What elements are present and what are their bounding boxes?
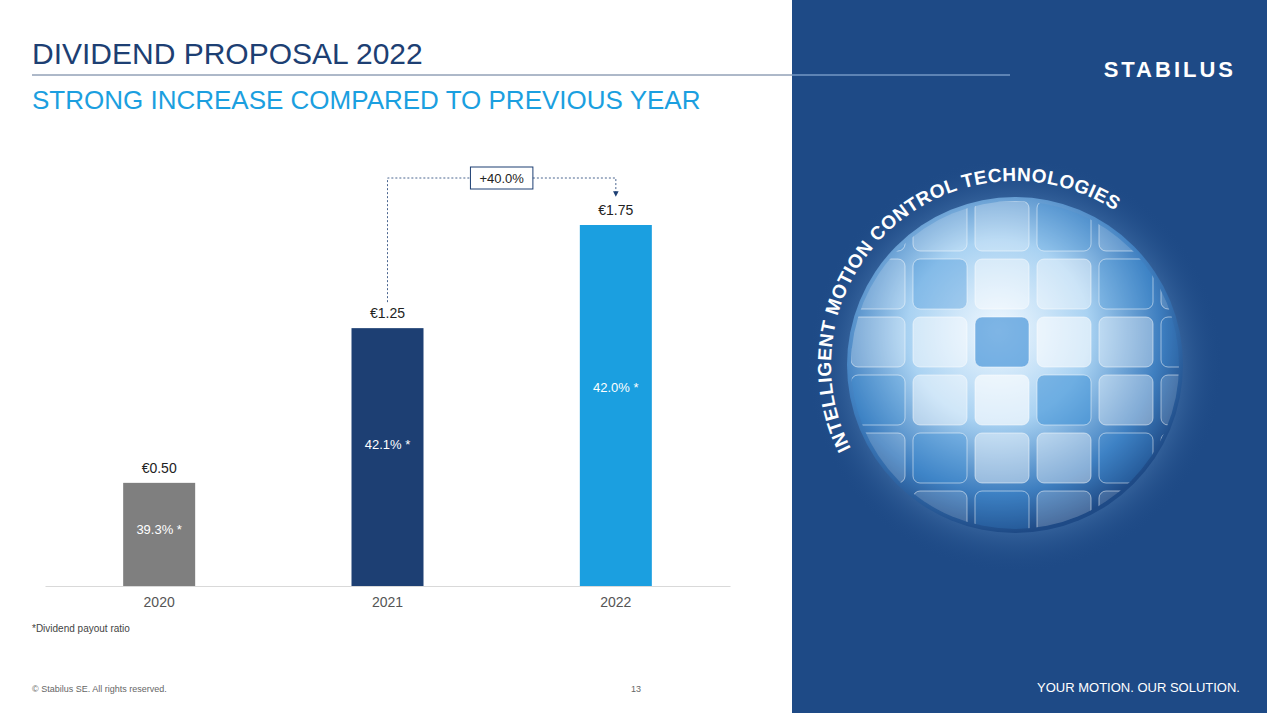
bar-note: 39.3% * — [136, 522, 182, 537]
x-axis: 2020 2021 2022 — [46, 586, 731, 610]
footnote: *Dividend payout ratio — [32, 623, 130, 634]
globe-tile — [1037, 491, 1091, 541]
x-tick: 2020 — [144, 586, 175, 610]
globe-tile — [1099, 375, 1153, 425]
x-tick-label: 2020 — [144, 594, 175, 610]
data-label: €0.50 — [142, 460, 177, 476]
globe-tile — [975, 317, 1029, 367]
globe-tile — [1037, 201, 1091, 251]
globe-tile — [1161, 259, 1215, 309]
x-tick: 2022 — [600, 586, 631, 610]
globe-tile — [851, 433, 905, 483]
annotation: +40.0% — [388, 167, 616, 302]
globe-tile — [975, 259, 1029, 309]
globe-glow — [807, 157, 1223, 573]
side-panel — [792, 0, 1267, 713]
globe-tile — [913, 317, 967, 367]
slide: INTELLIGENT MOTION CONTROL TECHNOLOGIES S… — [0, 0, 1267, 713]
globe-tile — [851, 375, 905, 425]
globe-tile — [851, 491, 905, 541]
globe-tile — [1037, 259, 1091, 309]
globe-tile — [913, 375, 967, 425]
title-rule — [32, 75, 792, 76]
title: DIVIDEND PROPOSAL 2022 — [32, 37, 423, 70]
globe-tile — [913, 433, 967, 483]
globe-tile — [1037, 433, 1091, 483]
globe-tile — [1099, 433, 1153, 483]
bar-notes: 39.3% * 42.1% * 42.0% * — [136, 380, 638, 537]
globe-tile — [1161, 201, 1215, 251]
annotation-connector — [388, 178, 471, 302]
x-tick: 2021 — [372, 586, 403, 610]
globe-tile — [975, 201, 1029, 251]
globe-tile — [913, 491, 967, 541]
page-number: 13 — [631, 684, 641, 694]
globe — [847, 197, 1183, 533]
globe-tile — [1099, 491, 1153, 541]
globe-tiles — [851, 201, 1215, 541]
globe-tile — [975, 433, 1029, 483]
annotation-box — [470, 167, 532, 189]
globe-tile — [1037, 317, 1091, 367]
globe-tile — [1161, 317, 1215, 367]
globe-text: INTELLIGENT MOTION CONTROL TECHNOLOGIES — [814, 164, 1124, 456]
tagline: YOUR MOTION. OUR SOLUTION. — [1037, 680, 1240, 695]
title-rule — [792, 75, 1010, 76]
globe-tile — [975, 375, 1029, 425]
data-label: €1.25 — [370, 305, 405, 321]
bar-note: 42.1% * — [365, 437, 411, 452]
bar — [352, 328, 424, 586]
globe-tile — [1099, 317, 1153, 367]
x-tick-label: 2021 — [372, 594, 403, 610]
globe-tile — [975, 491, 1029, 541]
globe-tile — [1099, 259, 1153, 309]
globe-tile — [851, 317, 905, 367]
globe-tile — [1037, 375, 1091, 425]
subtitle: STRONG INCREASE COMPARED TO PREVIOUS YEA… — [32, 85, 700, 115]
x-axis-line — [46, 586, 731, 587]
annotation-arrow — [533, 178, 616, 194]
x-tick-label: 2022 — [600, 594, 631, 610]
data-labels: €0.50 €1.25 €1.75 — [142, 202, 634, 476]
bar — [123, 483, 195, 586]
globe-tile — [1161, 491, 1215, 541]
globe-tile — [1161, 433, 1215, 483]
data-label: €1.75 — [598, 202, 633, 218]
bar-note: 42.0% * — [593, 380, 639, 395]
globe-tile — [1161, 375, 1215, 425]
logo: STABILUS — [1104, 57, 1236, 82]
annotation-label: +40.0% — [479, 171, 524, 186]
copyright: © Stabilus SE. All rights reserved. — [32, 684, 167, 694]
globe-tile — [913, 259, 967, 309]
bars — [123, 225, 652, 586]
bar — [580, 225, 652, 586]
